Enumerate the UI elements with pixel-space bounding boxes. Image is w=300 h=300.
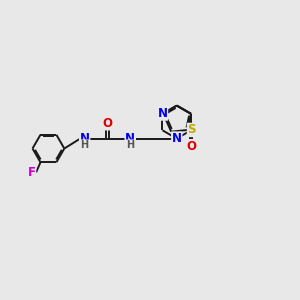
Text: N: N <box>158 107 167 120</box>
Text: H: H <box>81 140 89 150</box>
Text: O: O <box>103 117 112 130</box>
Text: S: S <box>188 124 196 136</box>
Text: F: F <box>28 166 36 179</box>
Text: N: N <box>80 132 90 145</box>
Text: N: N <box>172 132 182 145</box>
Text: H: H <box>126 140 134 150</box>
Text: N: N <box>125 132 135 145</box>
Text: O: O <box>186 140 196 153</box>
